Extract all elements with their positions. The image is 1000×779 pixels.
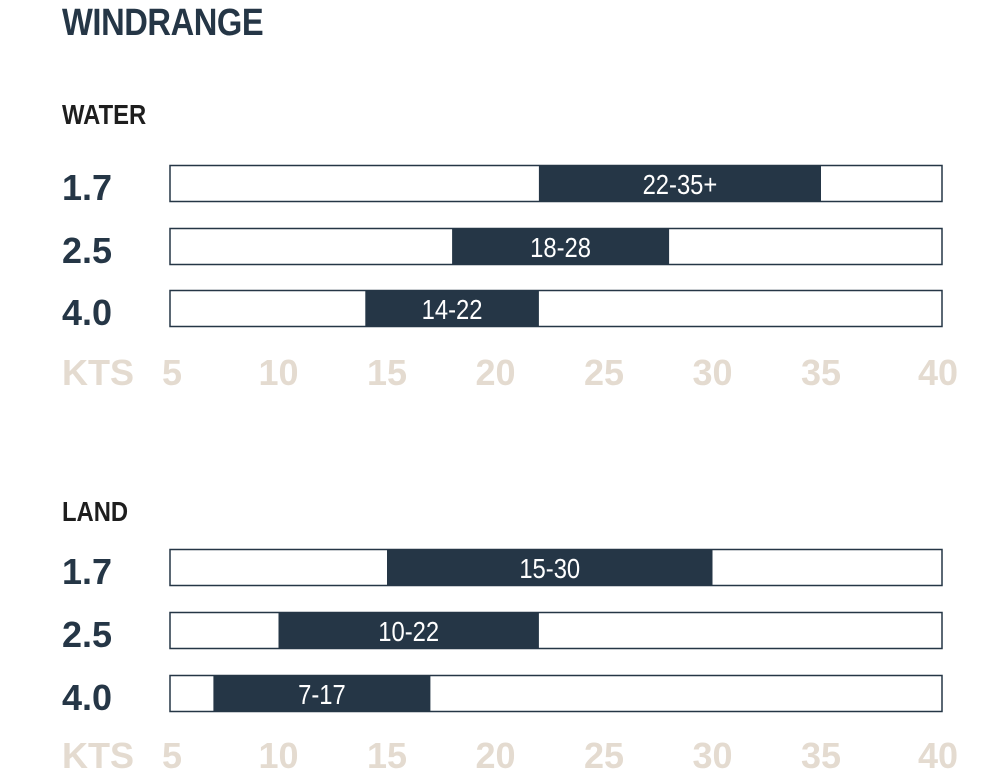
water-range-label: 14-22 [422, 293, 483, 325]
chart-title: WINDRANGE [62, 2, 264, 44]
land-range-label: 15-30 [519, 552, 580, 584]
water-range-bar [538, 165, 821, 202]
land-range-label: 10-22 [378, 615, 439, 647]
land-row-label: 1.7 [62, 551, 112, 592]
land-tick-label: 25 [584, 735, 624, 776]
land-row-label: 4.0 [62, 677, 112, 718]
land-tick-label: 20 [475, 735, 515, 776]
water-tick-label: 10 [258, 352, 298, 393]
land-axis-label: KTS [62, 735, 134, 776]
land-tick-label: 30 [692, 735, 732, 776]
land-range-bar [278, 612, 539, 649]
water-row-label: 2.5 [62, 230, 112, 271]
water-axis-label: KTS [62, 352, 134, 393]
land-range-label: 7-17 [298, 678, 346, 710]
land-tick-label: 15 [367, 735, 407, 776]
water-tick-label: 40 [918, 352, 958, 393]
land-section-title: LAND [62, 496, 129, 527]
water-row-label: 1.7 [62, 167, 112, 208]
water-tick-label: 30 [692, 352, 732, 393]
land-row-label: 2.5 [62, 614, 112, 655]
land-range-bar [387, 549, 713, 586]
water-range-bar [452, 228, 670, 265]
land-tick-label: 5 [162, 735, 182, 776]
water-tick-label: 20 [475, 352, 515, 393]
water-row-label: 4.0 [62, 292, 112, 333]
water-section-title: WATER [62, 99, 147, 130]
land-tick-label: 40 [918, 735, 958, 776]
water-range-bar [365, 290, 539, 327]
land-range-bar [213, 675, 431, 712]
land-tick-label: 35 [801, 735, 841, 776]
water-tick-label: 15 [367, 352, 407, 393]
water-tick-label: 5 [162, 352, 182, 393]
water-range-label: 18-28 [530, 231, 591, 263]
land-tick-label: 10 [258, 735, 298, 776]
water-tick-label: 25 [584, 352, 624, 393]
water-tick-label: 35 [801, 352, 841, 393]
water-range-label: 22-35+ [643, 168, 718, 200]
water-range-track [169, 289, 943, 328]
